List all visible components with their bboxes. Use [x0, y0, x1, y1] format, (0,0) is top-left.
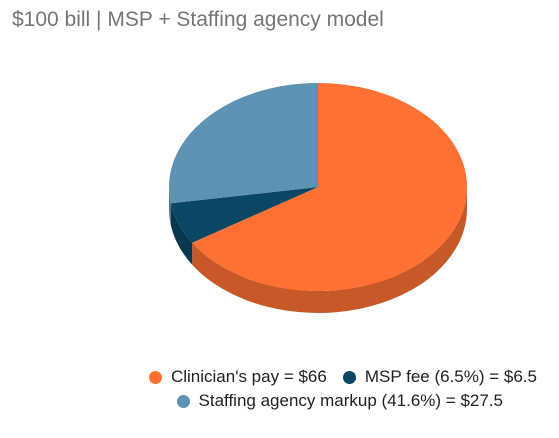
legend-row: Clinician's pay = $66 MSP fee (6.5%) = $… [0, 367, 559, 387]
legend-swatch-staffing-agency-markup [176, 394, 190, 408]
chart-title: $100 bill | MSP + Staffing agency model [12, 8, 384, 31]
legend-label-clinicians-pay: Clinician's pay = $66 [170, 367, 327, 386]
pie-side-clinician-s-pay [192, 187, 468, 313]
pie-top-slices [169, 83, 468, 291]
legend-item-clinicians-pay: Clinician's pay = $66 [148, 367, 327, 387]
pie-slice-msp-fee-6-5 [170, 187, 318, 243]
pie-slice-staffing-agency-markup-41-6 [169, 83, 318, 204]
legend-swatch-msp-fee [342, 370, 356, 384]
legend-item-staffing-agency-markup: Staffing agency markup (41.6%) = $27.5 [176, 391, 503, 411]
pie-side-walls [169, 187, 468, 313]
legend-item-msp-fee: MSP fee (6.5%) = $6.5 [342, 367, 537, 387]
pie-slice-clinician-s-pay [192, 83, 468, 291]
legend-label-staffing-agency-markup: Staffing agency markup (41.6%) = $27.5 [198, 391, 503, 410]
legend-swatch-clinicians-pay [148, 370, 162, 384]
pie-side-staffing-agency-markup-41-6 [169, 187, 171, 226]
legend-label-msp-fee: MSP fee (6.5%) = $6.5 [364, 367, 537, 386]
pie-side-msp-fee-6-5 [170, 203, 193, 265]
legend-row: Staffing agency markup (41.6%) = $27.5 [0, 391, 559, 411]
